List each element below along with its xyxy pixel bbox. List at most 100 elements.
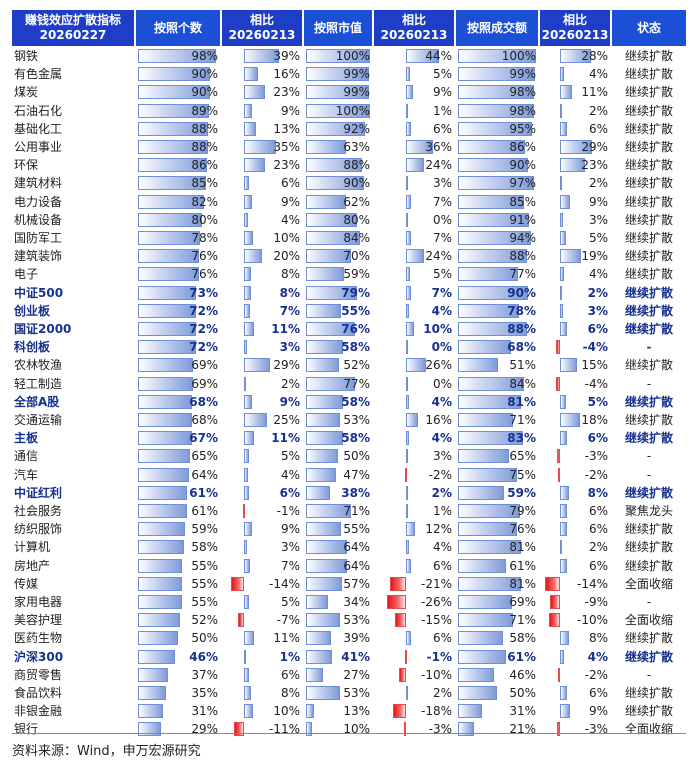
status-label: 继续扩散: [624, 158, 673, 173]
table-row: 钢铁 98% 100% 100% 39% 44% 28% 继续扩散: [12, 47, 686, 65]
table-row: 非银金融 31% 13% 31% 10% -18% 9% 继续扩散: [12, 702, 686, 720]
turnover-chg-value: 23%: [581, 158, 608, 173]
count-bar: [138, 467, 190, 482]
turnover-chg-bar: [560, 267, 565, 282]
turnover-chg-bar: [560, 558, 567, 573]
turnover-chg-value: 9%: [588, 704, 608, 719]
mcap-value: 77%: [343, 376, 370, 391]
turnover-chg-value: 6%: [587, 431, 608, 446]
turnover-value: 61%: [507, 649, 536, 664]
mcap-value: 53%: [343, 613, 370, 628]
turnover-value: 77%: [509, 267, 536, 282]
turnover-chg-value: 8%: [587, 485, 608, 500]
count-chg-value: 5%: [280, 449, 300, 464]
row-label: 计算机: [14, 540, 51, 555]
count-chg-value: 1%: [279, 649, 300, 664]
count-chg-value: 11%: [273, 631, 300, 646]
turnover-value: 46%: [509, 667, 536, 682]
mcap-bar: [306, 303, 342, 318]
count-value: 55%: [191, 595, 218, 609]
row-label: 钢铁: [14, 49, 39, 63]
status-label: 继续扩散: [624, 394, 673, 409]
mcap-chg-bar: [406, 140, 433, 154]
turnover-value: 88%: [509, 249, 536, 264]
turnover-value: 98%: [509, 103, 536, 118]
count-chg-bar: [244, 121, 256, 136]
count-value: 35%: [191, 686, 218, 700]
source-note: 资料来源：Wind，申万宏源研究: [12, 744, 201, 759]
count-chg-bar: [244, 358, 271, 373]
mcap-chg-bar: [406, 322, 414, 336]
table-row: 全部A股 68% 58% 81% 9% 4% 5% 继续扩散: [12, 393, 686, 411]
status-label: 继续扩散: [624, 103, 673, 118]
row-label: 基础化工: [14, 121, 63, 136]
turnover-value: 61%: [509, 558, 536, 573]
mcap-chg-bar: [390, 576, 406, 591]
table-row: 轻工制造 69% 77% 84% 2% 0% -4% -: [12, 375, 686, 393]
mcap-value: 70%: [343, 249, 370, 264]
turnover-value: 81%: [509, 540, 536, 555]
status-label: 继续扩散: [624, 431, 673, 446]
row-label: 交通运输: [14, 413, 63, 427]
header-count: 按照个数: [136, 10, 220, 46]
turnover-value: 71%: [509, 613, 536, 628]
count-bar: [138, 431, 192, 446]
mcap-value: 99%: [343, 85, 370, 100]
count-chg-value: -1%: [276, 504, 300, 518]
turnover-chg-value: 2%: [588, 103, 608, 118]
count-chg-bar: [244, 704, 253, 719]
table-row: 通信 65% 50% 65% 5% 3% -3% -: [12, 447, 686, 465]
turnover-bar: [458, 431, 523, 446]
turnover-chg-bar: [557, 667, 560, 682]
turnover-chg-value: 9%: [588, 194, 608, 209]
row-label: 有色金属: [14, 67, 63, 82]
turnover-chg-bar: [556, 449, 560, 464]
count-chg-bar: [244, 522, 253, 537]
mcap-chg-value: 4%: [431, 303, 452, 318]
count-chg-value: 9%: [279, 394, 300, 409]
turnover-chg-bar: [560, 394, 566, 409]
status-label: 继续扩散: [624, 631, 673, 646]
mcap-value: 90%: [343, 176, 370, 191]
count-value: 59%: [191, 522, 218, 537]
turnover-chg-value: -3%: [584, 449, 608, 464]
turnover-chg-value: -2%: [584, 467, 608, 482]
turnover-value: 51%: [509, 358, 536, 373]
count-bar: [138, 631, 178, 646]
turnover-bar: [458, 103, 535, 118]
row-label: 机械设备: [14, 212, 63, 227]
row-label: 公用事业: [14, 140, 63, 154]
mcap-value: 55%: [341, 303, 370, 318]
turnover-bar: [458, 413, 514, 427]
count-chg-value: 2%: [280, 376, 300, 391]
turnover-chg-value: -10%: [576, 613, 608, 628]
status-label: 继续扩散: [624, 522, 673, 537]
mcap-value: 58%: [341, 340, 370, 355]
count-chg-value: -7%: [276, 613, 300, 628]
mcap-value: 34%: [343, 595, 370, 609]
count-bar: [138, 722, 162, 737]
mcap-value: 63%: [343, 140, 370, 154]
count-value: 67%: [189, 431, 218, 446]
table-row: 公用事业 88% 63% 86% 35% 36% 29% 继续扩散: [12, 138, 686, 156]
count-chg-bar: [244, 485, 250, 500]
turnover-bar: [458, 576, 522, 591]
turnover-chg-value: 11%: [581, 85, 608, 100]
count-value: 61%: [191, 504, 218, 518]
table-row: 家用电器 55% 34% 69% 5% -26% -9% -: [12, 593, 686, 611]
turnover-bar: [458, 303, 519, 318]
table-row: 农林牧渔 69% 52% 51% 29% 26% 15% 继续扩散: [12, 356, 686, 374]
turnover-value: 75%: [509, 467, 536, 482]
mcap-bar: [306, 194, 346, 209]
turnover-chg-bar: [560, 540, 563, 555]
row-label: 汽车: [14, 467, 39, 482]
turnover-bar: [458, 722, 475, 737]
turnover-value: 50%: [509, 686, 536, 700]
mcap-chg-bar: [406, 85, 413, 100]
mcap-chg-bar: [406, 631, 411, 646]
turnover-value: 68%: [507, 340, 536, 355]
mcap-chg-bar: [406, 340, 408, 355]
table-row: 基础化工 88% 92% 95% 13% 6% 6% 继续扩散: [12, 120, 686, 138]
mcap-chg-value: 5%: [432, 67, 452, 82]
row-label: 环保: [14, 158, 39, 173]
